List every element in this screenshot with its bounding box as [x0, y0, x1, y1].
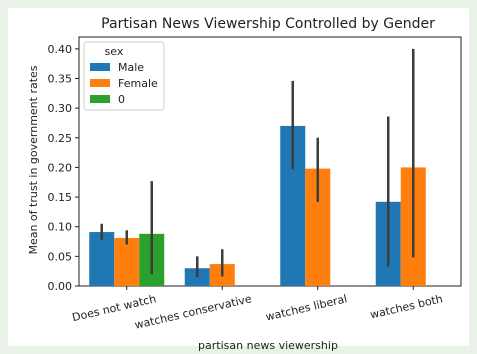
y-tick-label: 0.40: [48, 43, 73, 56]
legend-item-label: 0: [118, 93, 125, 106]
y-tick-label: 0.25: [48, 132, 73, 145]
legend-swatch: [90, 95, 110, 103]
legend-box: [83, 41, 165, 111]
legend-swatch: [90, 63, 110, 71]
x-tick-label: watches liberal: [264, 292, 348, 323]
chart-title: Partisan News Viewership Controlled by G…: [101, 16, 435, 32]
y-axis-label: Mean of trust in government rates: [27, 65, 40, 254]
legend: sex Male Female 0: [83, 41, 165, 111]
plot-area: 0.000.050.100.150.200.250.300.350.40Does…: [48, 36, 462, 332]
legend-swatch: [90, 79, 110, 87]
y-tick-label: 0.30: [48, 102, 73, 115]
y-tick-label: 0.15: [48, 191, 73, 204]
legend-item-label: Female: [118, 77, 158, 90]
legend-title: sex: [105, 45, 124, 58]
y-tick-label: 0.05: [48, 250, 73, 263]
x-tick-label: watches both: [369, 292, 444, 321]
y-tick-label: 0.35: [48, 73, 73, 86]
legend-item-label: Male: [118, 61, 144, 74]
bar: [114, 237, 140, 286]
bar: [89, 232, 115, 286]
y-tick-label: 0.10: [48, 221, 73, 234]
y-tick-label: 0.20: [48, 161, 73, 174]
x-axis-label: partisan news viewership: [198, 339, 338, 352]
axes-frame: [78, 36, 462, 287]
y-tick-label: 0.00: [48, 280, 73, 293]
